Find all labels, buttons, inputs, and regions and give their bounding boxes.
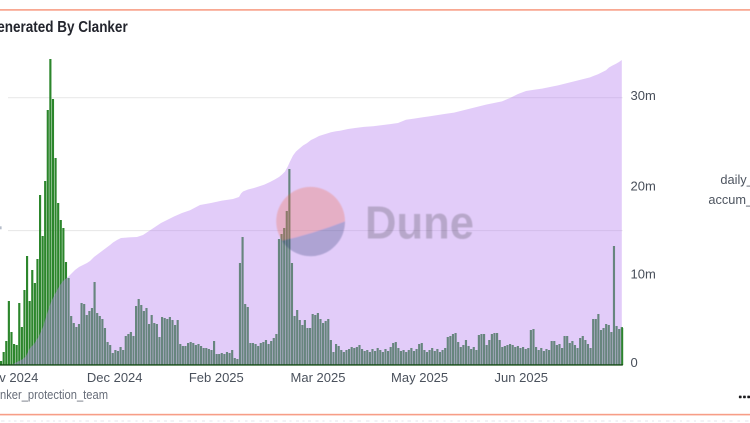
svg-text:Mar 2025: Mar 2025: [291, 370, 346, 385]
svg-text:Feb 2025: Feb 2025: [189, 370, 244, 385]
svg-text:nker_protection_team: nker_protection_team: [0, 387, 108, 402]
svg-text:accum_fees: accum_fees: [708, 192, 750, 207]
svg-text:Nov 2024: Nov 2024: [0, 370, 38, 385]
svg-text:Dune: Dune: [365, 196, 474, 248]
svg-text:Generated By Clanker: Generated By Clanker: [0, 19, 128, 36]
svg-text:May 2025: May 2025: [391, 370, 448, 385]
svg-text:Jun 2025: Jun 2025: [495, 370, 549, 385]
svg-text:0: 0: [631, 355, 638, 370]
svg-text:10m: 10m: [631, 267, 656, 282]
svg-text:daily_fees: daily_fees: [720, 172, 750, 187]
svg-text:20m: 20m: [631, 179, 656, 194]
svg-text:Dec 2024: Dec 2024: [87, 370, 143, 385]
svg-text:30m: 30m: [631, 88, 656, 103]
